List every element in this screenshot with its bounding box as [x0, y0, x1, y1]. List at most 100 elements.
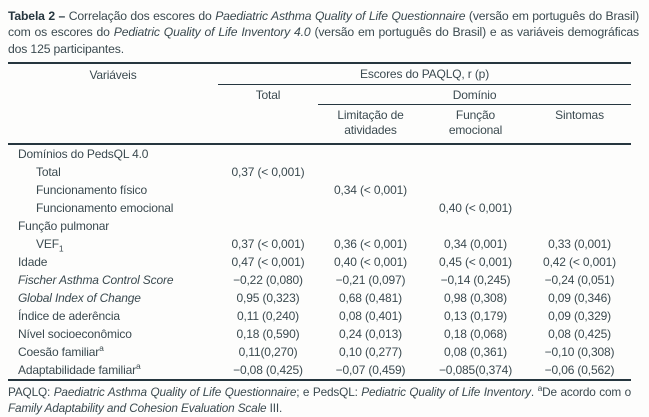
value-cell: 0,45 (< 0,001) — [439, 255, 512, 270]
table-row: Funcionamento físico 0,34 (< 0,001) — [8, 181, 631, 199]
row-label: Nível socioeconômico — [18, 327, 132, 342]
row-label: VEF1 — [36, 237, 64, 254]
value-cell: 0,18 (0,068) — [444, 327, 507, 342]
row-label: Funcionamento físico — [36, 183, 148, 198]
row-label: Coesão familiara — [18, 343, 104, 360]
value-cell: −0,07 (0,459) — [318, 361, 423, 382]
table-body: Domínios do PedsQL 4.0 Total 0,37 (< 0,001… — [8, 143, 632, 382]
table-row: Total 0,37 (< 0,001) — [8, 163, 631, 181]
value-cell: −0,22 (0,080) — [233, 273, 303, 288]
value-cell — [218, 181, 318, 199]
text-segment: Correlação dos escores do — [68, 9, 216, 23]
row-label: Função pulmonar — [18, 219, 110, 234]
value-cell: 0,11(0,270) — [238, 345, 298, 360]
text-segment: Paediatric Asthma Quality of Life Questi… — [53, 385, 297, 400]
value-cell: −0,10 (0,308) — [544, 345, 615, 360]
column-group-domain: Domínio — [318, 84, 632, 106]
value-cell: 0,18 (0,590) — [236, 327, 300, 342]
value-cell — [318, 163, 423, 181]
value-cell: 0,11 (0,240) — [236, 309, 300, 324]
text-segment: III. — [266, 400, 283, 415]
table-caption: Tabela 2 – Correlação dos escores do Pae… — [8, 8, 639, 57]
row-label: Total — [36, 165, 61, 180]
value-cell: 0,40 (< 0,001) — [334, 255, 407, 270]
value-cell: 0,08 (0,401) — [339, 309, 402, 324]
column-header-emotional-function: Função emocional — [448, 108, 503, 138]
row-label: Idade — [18, 255, 48, 270]
text-segment: . — [530, 385, 538, 400]
row-label: Funcionamento emocional — [36, 201, 174, 216]
value-cell: 0,42 (< 0,001) — [543, 255, 616, 270]
value-cell: 0,10 (0,277) — [339, 345, 402, 360]
table-row: Idade 0,47 (< 0,001) 0,40 (< 0,001) 0,45 (<… — [8, 253, 631, 271]
text-segment: De acordo com o — [542, 385, 632, 400]
text-segment: Pediatric Quality of Life Inventory — [361, 385, 531, 400]
table-row: VEF1 0,37 (< 0,001) 0,36 (< 0,001) 0,34 (0,… — [8, 235, 631, 253]
text-segment: ; e PedsQL: — [296, 385, 362, 400]
row-label: Fischer Asthma Control Score — [18, 273, 174, 288]
value-cell: −0,24 (0,051) — [544, 273, 615, 288]
value-cell — [528, 143, 632, 164]
table-header: Variáveis Escores do PAQLQ, r (p) Total … — [8, 63, 632, 145]
value-cell: −0,085(0,374) — [423, 361, 528, 382]
column-header-activity-limitation: Limitação de atividades — [337, 108, 404, 138]
text-segment: Pediatric Quality of Life Inventory 4.0 — [113, 25, 311, 40]
value-cell: 0,09 (0,329) — [548, 309, 611, 324]
value-cell — [528, 181, 631, 199]
column-header-total: Total — [255, 88, 281, 103]
table-footnote: PAQLQ: Paediatric Asthma Quality of Life… — [8, 384, 632, 416]
column-header-variables: Variáveis — [89, 68, 137, 83]
value-cell: 0,34 (< 0,001) — [334, 183, 407, 198]
row-label: Índice de aderência — [18, 309, 120, 324]
value-cell — [318, 199, 423, 217]
text-segment: (versão em português do Brasil) com os e… — [8, 9, 639, 40]
header-row-domain-columns: Limitação de atividades Função emocional… — [8, 105, 631, 145]
column-header-symptoms: Sintomas — [555, 108, 604, 123]
value-cell: −0,06 (0,562) — [528, 361, 632, 382]
value-cell: 0,68 (0,481) — [339, 291, 402, 306]
value-cell — [528, 163, 631, 181]
value-cell: 0,08 (0,425) — [548, 327, 611, 342]
column-group-paqlq-scores: Escores do PAQLQ, r (p) — [218, 63, 632, 86]
value-cell: 0,98 (0,308) — [444, 291, 507, 306]
table-row: Domínios do PedsQL 4.0 — [8, 143, 632, 164]
row-label: Domínios do PedsQL 4.0 — [8, 143, 218, 164]
text-segment: PAQLQ: — [8, 385, 54, 400]
header-row-domain-group: Total Domínio — [8, 84, 632, 106]
table-row: Função pulmonar — [8, 217, 631, 235]
row-label: Global Index of Change — [18, 291, 141, 306]
correlation-table: Variáveis Escores do PAQLQ, r (p) Total … — [8, 62, 632, 382]
text-segment: (versão em português do Brasil) e as var… — [8, 25, 639, 56]
value-cell: 0,40 (< 0,001) — [439, 201, 512, 216]
value-cell — [423, 181, 528, 199]
value-cell — [423, 217, 528, 235]
value-cell — [528, 199, 631, 217]
value-cell: 0,09 (0,346) — [548, 291, 611, 306]
table-row: Coesão familiara 0,11(0,270) 0,10 (0,277) 0… — [8, 343, 631, 361]
table-row: Funcionamento emocional 0,40 (< 0,001) — [8, 199, 631, 217]
value-cell — [218, 143, 318, 164]
text-segment: Paediatric Asthma Quality of Life Questi… — [215, 9, 466, 23]
value-cell: 0,34 (0,001) — [444, 237, 507, 252]
value-cell: 0,13 (0,179) — [444, 309, 507, 324]
value-cell: 0,37 (< 0,001) — [231, 237, 305, 252]
text-segment: Tabela 2 – — [8, 9, 69, 23]
value-cell — [423, 163, 528, 181]
header-row-groups: Variáveis Escores do PAQLQ, r (p) — [8, 63, 632, 86]
table-row: Global Index of Change 0,95 (0,323) 0,68 (… — [8, 289, 631, 307]
table-row: Fischer Asthma Control Score −0,22 (0,080… — [8, 271, 631, 289]
value-cell — [218, 199, 318, 217]
value-cell: 0,47 (< 0,001) — [231, 255, 305, 270]
value-cell: −0,14 (0,245) — [440, 273, 511, 288]
table-row: Nível socioeconômico 0,18 (0,590) 0,24 (0,… — [8, 325, 631, 343]
value-cell: 0,08 (0,361) — [444, 345, 507, 360]
value-cell: 0,95 (0,323) — [236, 291, 300, 306]
table-row: Adaptabilidade familiara −0,08 (0,425) −0,… — [8, 361, 632, 382]
value-cell — [318, 217, 423, 235]
value-cell: 0,36 (< 0,001) — [334, 237, 407, 252]
text-segment: Family Adaptability and Cohesion Evaluat… — [8, 400, 267, 415]
value-cell: −0,21 (0,097) — [335, 273, 406, 288]
value-cell: 0,37 (< 0,001) — [231, 165, 305, 180]
value-cell — [218, 217, 318, 235]
